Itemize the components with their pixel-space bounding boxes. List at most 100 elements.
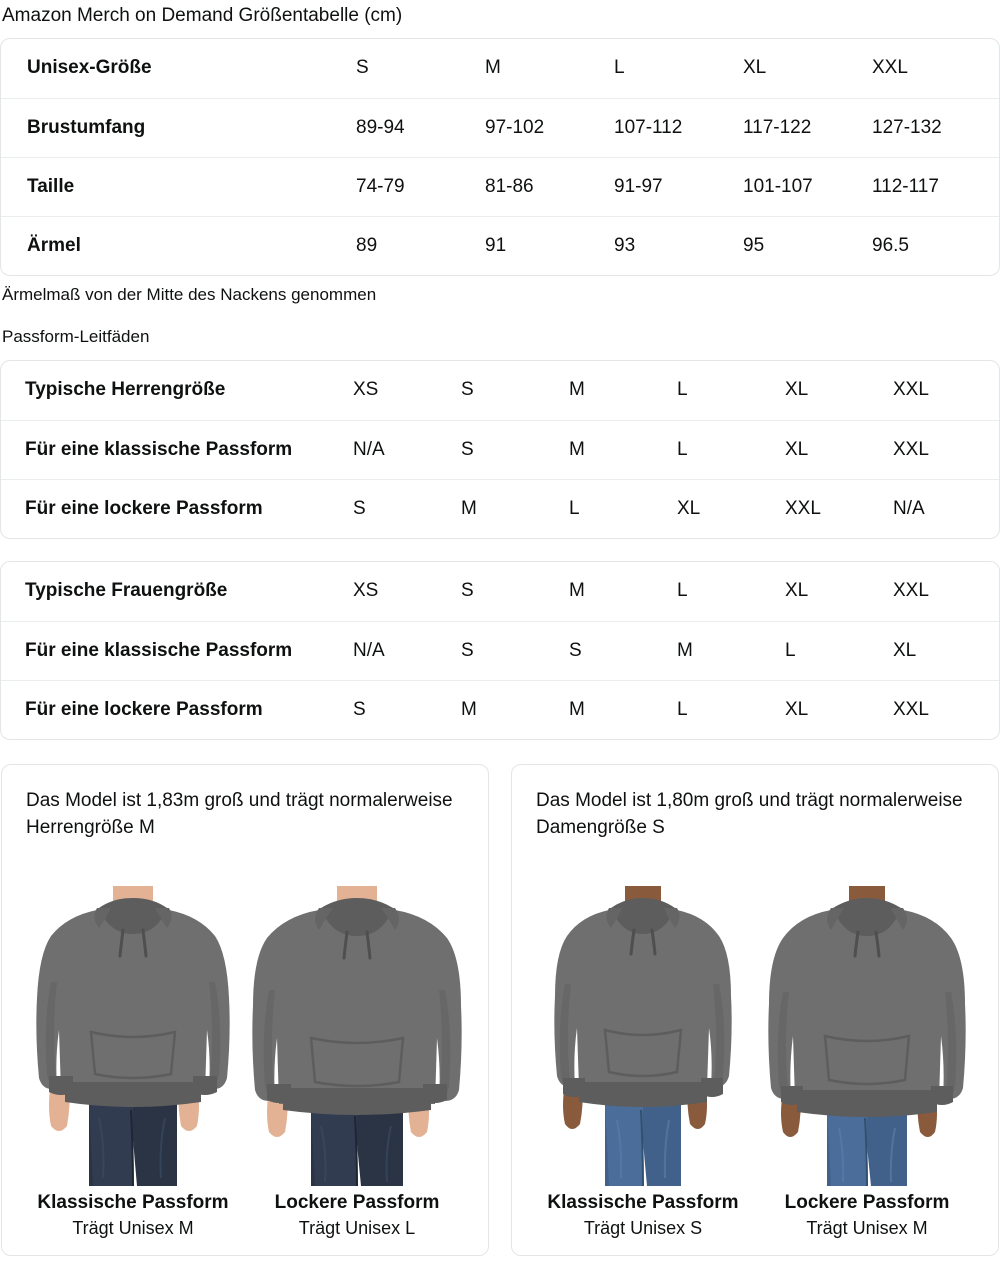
womens-relaxed-5: XXL [893,679,999,739]
cell-chest-s: 89-94 [356,97,485,157]
womens-relaxed-2: M [569,679,677,739]
male-relaxed-hoodie-illustration [252,886,462,1186]
mens-relaxed-1: M [461,478,569,538]
womens-classic-5: XL [893,620,999,680]
mens-fit-table: Typische Herrengröße XS S M L XL XXL Für… [1,361,999,538]
model-photo-female-relaxed [760,849,974,1186]
row-label-sleeve: Ärmel [1,215,356,275]
unisex-size-col-3: XL [743,57,767,79]
womens-classic-2: S [569,620,677,680]
model-cards-row: Das Model ist 1,83m groß und trägt norma… [0,764,1000,1256]
mens-classic-5: XXL [893,419,999,479]
fit-guides-heading: Passform-Leitfäden [2,327,150,346]
mens-size-col-1: S [461,379,474,401]
cell-sleeve-s: 89 [356,215,485,275]
mens-row-label-classic: Für eine klassische Passform [1,419,353,479]
mens-fit-table-card: Typische Herrengröße XS S M L XL XXL Für… [0,360,1000,539]
unisex-size-col-0: S [356,57,369,79]
unisex-size-col-1: M [485,57,501,79]
fit-label: Klassische Passform [547,1192,739,1213]
womens-size-col-4: XL [785,580,809,602]
cell-chest-xl: 117-122 [743,97,872,157]
cell-waist-l: 91-97 [614,156,743,216]
mens-header-label: Typische Herrengröße [25,379,226,401]
mens-classic-1: S [461,419,569,479]
womens-classic-4: L [785,620,893,680]
cell-chest-l: 107-112 [614,97,743,157]
womens-classic-0: N/A [353,620,461,680]
cell-chest-m: 97-102 [485,97,614,157]
womens-row-label-classic: Für eine klassische Passform [1,620,353,680]
womens-relaxed-1: M [461,679,569,739]
mens-row-label-relaxed: Für eine lockere Passform [1,478,353,538]
cell-chest-xxl: 127-132 [872,97,999,157]
fit-label: Klassische Passform [37,1192,229,1213]
table-row: Für eine klassische Passform N/A S M L X… [1,419,999,479]
mens-relaxed-5: N/A [893,478,999,538]
male-classic-hoodie-illustration [36,886,230,1186]
sleeve-measurement-note: Ärmelmaß von der Mitte des Nackens genom… [2,285,377,304]
mens-fit-table-body: Typische Herrengröße XS S M L XL XXL Für… [1,361,999,538]
womens-size-col-1: S [461,580,474,602]
mens-size-col-4: XL [785,379,809,401]
cell-waist-s: 74-79 [356,156,485,216]
table-row: Taille 74-79 81-86 91-97 101-107 112-117 [1,156,999,216]
womens-fit-table-body: Typische Frauengröße XS S M L XL XXL Für… [1,562,999,739]
model-figures-male: Klassische Passform Trägt Unisex M [26,849,464,1239]
table-row: Für eine lockere Passform S M M L XL XXL [1,679,999,739]
table-row: Brustumfang 89-94 97-102 107-112 117-122… [1,97,999,157]
unisex-table-body: Unisex-Größe S M L XL XXL Brustumfang 89… [1,39,999,275]
cell-sleeve-m: 91 [485,215,614,275]
row-label-chest: Brustumfang [1,97,356,157]
female-relaxed-hoodie-illustration [768,886,966,1186]
cell-sleeve-l: 93 [614,215,743,275]
mens-size-col-0: XS [353,379,379,401]
womens-fit-table-card: Typische Frauengröße XS S M L XL XXL Für… [0,561,1000,740]
womens-size-col-3: L [677,580,688,602]
mens-classic-0: N/A [353,419,461,479]
model-card-female: Das Model ist 1,80m groß und trägt norma… [511,764,999,1256]
unisex-size-col-2: L [614,57,625,79]
fit-label: Lockere Passform [784,1192,950,1213]
womens-relaxed-0: S [353,679,461,739]
womens-header-label: Typische Frauengröße [25,580,228,602]
mens-size-col-2: M [569,379,585,401]
mens-size-col-5: XXL [893,379,929,401]
mens-classic-3: L [677,419,785,479]
model-photo-female-classic [536,849,750,1186]
model-photo-male-relaxed [250,849,464,1186]
womens-row-label-relaxed: Für eine lockere Passform [1,679,353,739]
womens-classic-3: M [677,620,785,680]
table-row: Für eine lockere Passform S M L XL XXL N… [1,478,999,538]
mens-classic-4: XL [785,419,893,479]
womens-relaxed-4: XL [785,679,893,739]
unisex-size-table-card: Unisex-Größe S M L XL XXL Brustumfang 89… [0,38,1000,276]
mens-relaxed-4: XXL [785,478,893,538]
unisex-size-col-4: XXL [872,57,908,79]
mens-relaxed-3: XL [677,478,785,538]
wears-label: Trägt Unisex M [806,1218,928,1238]
mens-size-col-3: L [677,379,688,401]
table-row-header: Typische Herrengröße XS S M L XL XXL [1,361,999,420]
mens-classic-2: M [569,419,677,479]
unisex-size-table: Unisex-Größe S M L XL XXL Brustumfang 89… [1,39,999,275]
cell-waist-xl: 101-107 [743,156,872,216]
table-row-header: Typische Frauengröße XS S M L XL XXL [1,562,999,621]
model-photo-male-classic [26,849,240,1186]
model-figure-male-classic: Klassische Passform Trägt Unisex M [26,849,240,1239]
mens-relaxed-2: L [569,478,677,538]
table-row-header: Unisex-Größe S M L XL XXL [1,39,999,98]
model-description-male: Das Model ist 1,83m groß und trägt norma… [26,790,453,838]
female-classic-hoodie-illustration [554,886,732,1186]
cell-sleeve-xl: 95 [743,215,872,275]
model-description-female: Das Model ist 1,80m groß und trägt norma… [536,790,963,838]
page-title: Amazon Merch on Demand Größentabelle (cm… [2,5,403,26]
cell-waist-xxl: 112-117 [872,156,999,216]
womens-size-col-2: M [569,580,585,602]
row-label-waist: Taille [1,156,356,216]
fit-label: Lockere Passform [274,1192,440,1213]
model-figure-female-relaxed: Lockere Passform Trägt Unisex M [760,849,974,1239]
table-row: Ärmel 89 91 93 95 96.5 [1,215,999,275]
womens-classic-1: S [461,620,569,680]
